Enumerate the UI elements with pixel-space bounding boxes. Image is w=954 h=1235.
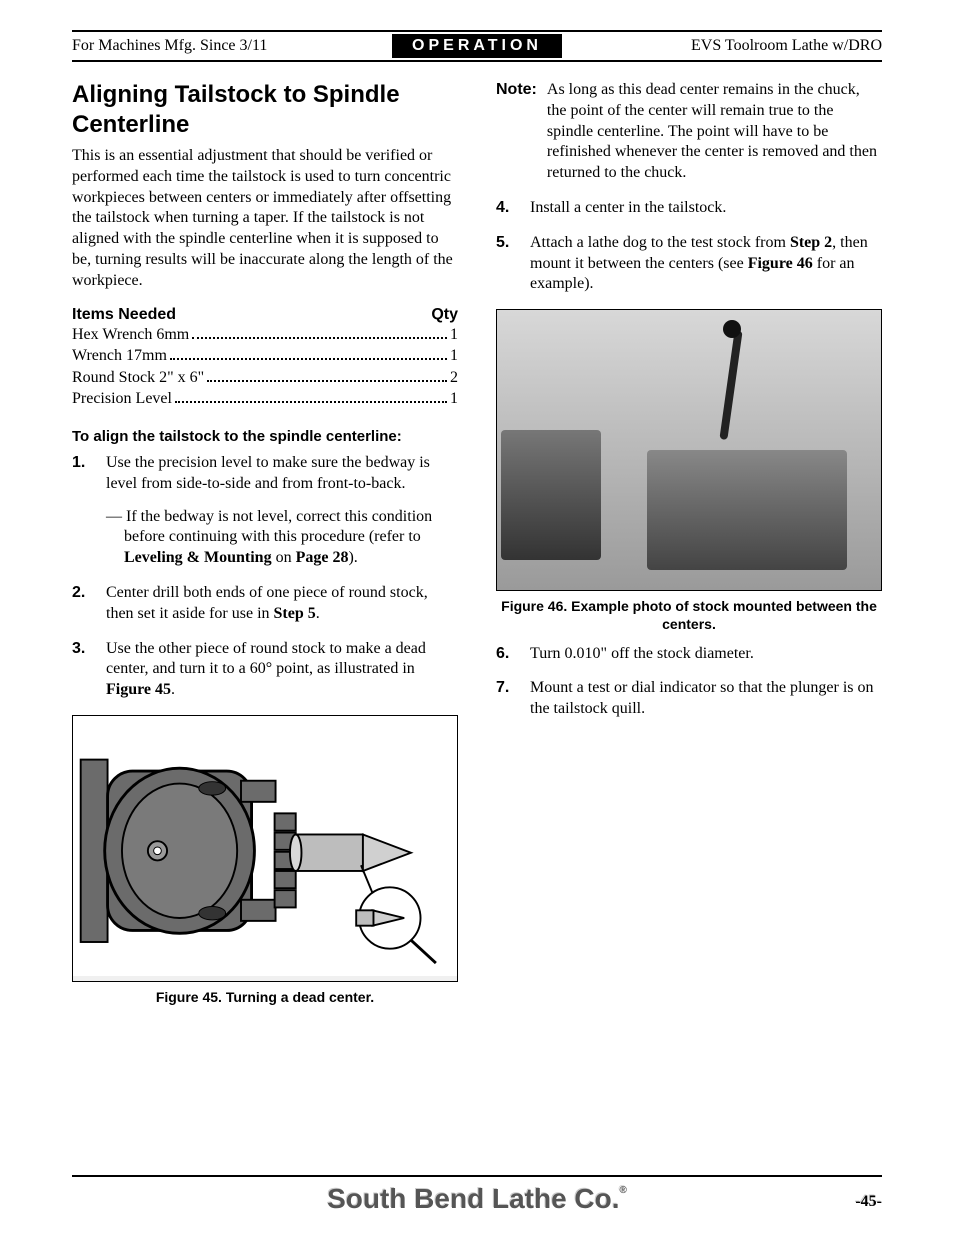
step-7: 7. Mount a test or dial indicator so tha… xyxy=(496,678,882,720)
item-row: Wrench 17mm 1 xyxy=(72,345,458,367)
item-dots xyxy=(175,391,447,404)
item-row: Precision Level 1 xyxy=(72,388,458,410)
header-right: EVS Toolroom Lathe w/DRO xyxy=(562,37,882,55)
note-block: Note: As long as this dead center remain… xyxy=(496,80,882,184)
item-qty: 1 xyxy=(450,388,458,410)
step-1-body: Use the precision level to make sure the… xyxy=(106,454,430,492)
step-text: Turn 0.010" off the stock diameter. xyxy=(530,644,882,665)
steps-left: 1. Use the precision level to make sure … xyxy=(72,453,458,701)
step-2-bold: Step 5 xyxy=(274,605,316,622)
figure-46-lever xyxy=(719,330,742,440)
header-center-badge: OPERATION xyxy=(392,34,562,58)
step-2-pre: Center drill both ends of one piece of r… xyxy=(106,584,428,622)
header-top-rule xyxy=(72,30,882,32)
page-footer: South Bend Lathe Co.® -45- xyxy=(72,1175,882,1215)
step-3-pre: Use the other piece of round stock to ma… xyxy=(106,640,426,678)
step-1-substep: — If the bedway is not level, correct th… xyxy=(106,507,458,569)
figure-45-box xyxy=(72,715,458,982)
step-2: 2. Center drill both ends of one piece o… xyxy=(72,583,458,625)
figure-46-box xyxy=(496,309,882,591)
step-1: 1. Use the precision level to make sure … xyxy=(72,453,458,569)
item-label: Hex Wrench 6mm xyxy=(72,324,189,346)
step-5-bold-1: Step 2 xyxy=(790,234,832,251)
step-number: 5. xyxy=(496,233,530,295)
item-label: Wrench 17mm xyxy=(72,345,167,367)
step-3-bold: Figure 45 xyxy=(106,681,171,698)
right-column: Note: As long as this dead center remain… xyxy=(496,80,882,1016)
item-row: Hex Wrench 6mm 1 xyxy=(72,324,458,346)
step-3: 3. Use the other piece of round stock to… xyxy=(72,639,458,701)
substep-bold-2: Page 28 xyxy=(296,549,349,566)
step-number: 1. xyxy=(72,453,106,569)
step-text: Mount a test or dial indicator so that t… xyxy=(530,678,882,720)
substep-post: ). xyxy=(348,549,357,566)
brand-text: South Bend Lathe Co. xyxy=(327,1183,619,1214)
steps-right-a: 4. Install a center in the tailstock. 5.… xyxy=(496,198,882,295)
item-qty: 1 xyxy=(450,324,458,346)
page-number: -45- xyxy=(855,1193,882,1211)
figure-46-caption: Figure 46. Example photo of stock mounte… xyxy=(496,597,882,633)
substep-bold-1: Leveling & Mounting xyxy=(124,549,272,566)
registered-mark: ® xyxy=(620,1185,627,1196)
step-number: 4. xyxy=(496,198,530,219)
figure-45-illustration xyxy=(73,716,457,976)
content-columns: Aligning Tailstock to Spindle Centerline… xyxy=(72,80,882,1016)
left-column: Aligning Tailstock to Spindle Centerline… xyxy=(72,80,458,1016)
step-5: 5. Attach a lathe dog to the test stock … xyxy=(496,233,882,295)
procedure-heading: To align the tailstock to the spindle ce… xyxy=(72,428,458,445)
intro-paragraph: This is an essential adjustment that sho… xyxy=(72,146,458,292)
section-title: Aligning Tailstock to Spindle Centerline xyxy=(72,80,458,140)
substep-mid: on xyxy=(272,549,296,566)
item-dots xyxy=(170,347,447,360)
step-text: Use the other piece of round stock to ma… xyxy=(106,639,458,701)
step-3-post: . xyxy=(171,681,175,698)
step-number: 2. xyxy=(72,583,106,625)
note-label: Note: xyxy=(496,80,537,184)
figure-45-caption: Figure 45. Turning a dead center. xyxy=(72,988,458,1006)
item-row: Round Stock 2" x 6" 2 xyxy=(72,367,458,389)
step-4: 4. Install a center in the tailstock. xyxy=(496,198,882,219)
items-header-label: Items Needed xyxy=(72,306,176,324)
step-text: Attach a lathe dog to the test stock fro… xyxy=(530,233,882,295)
item-label: Precision Level xyxy=(72,388,172,410)
substep-pre: — If the bedway is not level, correct th… xyxy=(106,508,432,546)
step-number: 3. xyxy=(72,639,106,701)
step-text: Use the precision level to make sure the… xyxy=(106,453,458,569)
step-number: 7. xyxy=(496,678,530,720)
step-text: Install a center in the tailstock. xyxy=(530,198,882,219)
item-dots xyxy=(207,369,447,382)
item-label: Round Stock 2" x 6" xyxy=(72,367,204,389)
step-5-pre: Attach a lathe dog to the test stock fro… xyxy=(530,234,790,251)
note-body: As long as this dead center remains in t… xyxy=(547,80,882,184)
header-left: For Machines Mfg. Since 3/11 xyxy=(72,37,392,55)
steps-right-b: 6. Turn 0.010" off the stock diameter. 7… xyxy=(496,644,882,720)
items-header-row: Items Needed Qty xyxy=(72,306,458,324)
step-number: 6. xyxy=(496,644,530,665)
page-header: For Machines Mfg. Since 3/11 OPERATION E… xyxy=(72,34,882,62)
figure-46-photo xyxy=(497,310,881,590)
step-2-post: . xyxy=(316,605,320,622)
item-dots xyxy=(192,326,447,339)
item-qty: 2 xyxy=(450,367,458,389)
step-6: 6. Turn 0.010" off the stock diameter. xyxy=(496,644,882,665)
brand-logo: South Bend Lathe Co.® -45- xyxy=(72,1183,882,1215)
step-text: Center drill both ends of one piece of r… xyxy=(106,583,458,625)
footer-rule xyxy=(72,1175,882,1177)
step-5-bold-2: Figure 46 xyxy=(748,255,813,272)
item-qty: 1 xyxy=(450,345,458,367)
items-header-qty: Qty xyxy=(431,306,458,324)
